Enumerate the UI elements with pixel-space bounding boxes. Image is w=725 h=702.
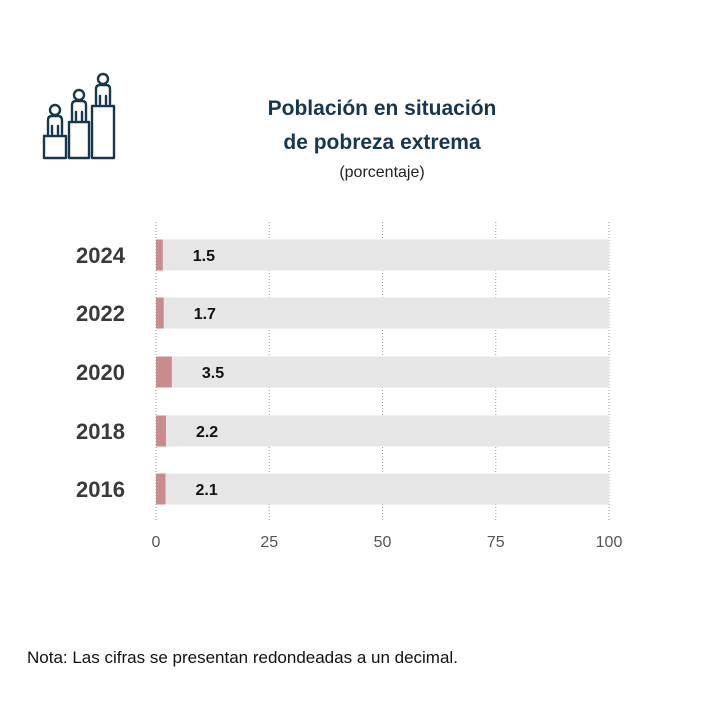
bar: [156, 356, 172, 388]
chart-title-line-2: de pobreza extrema: [283, 131, 481, 154]
x-tick-label: 100: [596, 534, 623, 551]
data-label: 3.5: [202, 365, 224, 382]
category-label: 2018: [76, 419, 125, 444]
bar: [156, 239, 163, 271]
data-label: 1.7: [194, 306, 216, 323]
bar-track: [156, 415, 609, 447]
data-label: 1.5: [193, 248, 215, 265]
category-label: 2022: [76, 301, 125, 326]
bar-track: [156, 473, 609, 505]
x-tick-label: 50: [374, 534, 392, 551]
bar: [156, 415, 166, 447]
bar-track: [156, 239, 609, 271]
footnote: Nota: Las cifras se presentan redondeada…: [27, 648, 458, 667]
data-label: 2.2: [196, 424, 218, 441]
bar-track: [156, 356, 609, 388]
bar-track: [156, 297, 609, 329]
chart-title-line-1: Población en situación: [267, 97, 497, 120]
bar: [156, 473, 166, 505]
category-label: 2020: [76, 360, 125, 385]
x-tick-label: 25: [260, 534, 278, 551]
people-on-podium-icon: [42, 72, 116, 160]
category-label: 2016: [76, 477, 125, 502]
data-label: 2.1: [196, 482, 218, 499]
bar: [156, 297, 164, 329]
x-tick-label: 75: [487, 534, 505, 551]
category-label: 2024: [76, 243, 126, 268]
chart-subtitle: (porcentaje): [339, 164, 425, 181]
bar-chart: 2024 1.5 2022 1.7 2020 3.5 2018 2.2 2016 2.1 0 25 50…: [76, 222, 623, 551]
x-tick-label: 0: [152, 534, 161, 551]
